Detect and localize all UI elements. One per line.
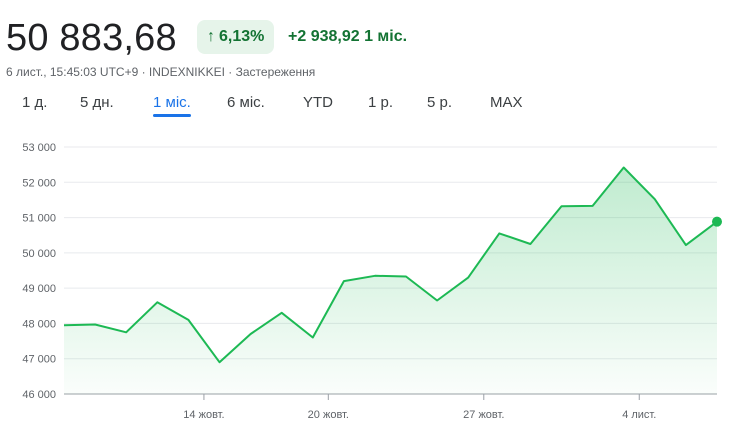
tab-max[interactable]: MAX	[490, 94, 523, 111]
x-tick-label: 4 лист.	[622, 409, 656, 421]
y-tick-label: 49 000	[22, 283, 56, 295]
price-line	[63, 166, 718, 364]
price-chart[interactable]: 46 000 47 000 48 000 49 000 50 000 51 000 52 0…	[0, 130, 737, 433]
current-price: 50 883,68	[6, 17, 177, 59]
y-tick-label: 48 000	[22, 318, 56, 330]
y-tick-label: 52 000	[22, 177, 56, 189]
price-area	[64, 167, 717, 394]
arrow-up-icon: ↑	[207, 28, 215, 45]
tab-5y[interactable]: 5 р.	[427, 94, 453, 111]
range-tabs: 1 д. 5 дн. 1 міс. 6 міс. YTD 1 р. 5 р. M…	[0, 94, 737, 120]
change-absolute: +2 938,92 1 міс.	[288, 28, 408, 45]
y-tick-label: 53 000	[22, 142, 56, 154]
x-tick-label: 27 жовт.	[463, 409, 504, 421]
tab-1m[interactable]: 1 міс.	[153, 94, 191, 117]
y-tick-label: 46 000	[22, 389, 56, 401]
change-percent-label: 6,13%	[219, 28, 265, 45]
current-value-dot	[712, 216, 722, 227]
y-tick-label: 47 000	[22, 354, 56, 366]
quote-meta: 6 лист., 15:45:03 UTC+9 · INDEXNIKKEI · …	[6, 65, 316, 79]
tab-1d[interactable]: 1 д.	[22, 94, 48, 111]
x-tick-label: 14 жовт.	[183, 409, 224, 421]
y-tick-label: 51 000	[22, 213, 56, 225]
change-percent-badge: ↑ 6,13%	[197, 20, 275, 54]
x-tick-label: 20 жовт.	[308, 409, 349, 421]
tab-1y[interactable]: 1 р.	[368, 94, 394, 111]
tab-ytd[interactable]: YTD	[303, 94, 333, 111]
tab-6m[interactable]: 6 міс.	[227, 94, 265, 111]
y-tick-label: 50 000	[22, 248, 56, 260]
tab-5d[interactable]: 5 дн.	[80, 94, 114, 111]
